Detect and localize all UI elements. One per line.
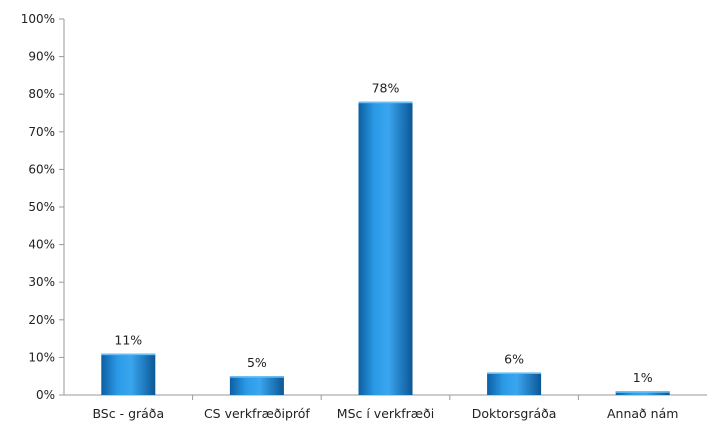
bars [101, 101, 670, 395]
data-labels: 11% 5% 78% 6% 1% [114, 81, 652, 386]
bar [101, 353, 156, 395]
category-label: Doktorsgráða [472, 406, 557, 421]
y-tick-label: 40% [28, 238, 55, 252]
bar [615, 391, 670, 395]
bar-top-highlight [101, 353, 156, 356]
y-tick-label: 100% [21, 12, 55, 26]
y-tick-label: 80% [28, 87, 55, 101]
bar [358, 101, 413, 395]
y-tick-label: 60% [28, 162, 55, 176]
bar-top-highlight [229, 376, 284, 378]
y-tick-label: 0% [36, 388, 55, 402]
y-tick-label: 50% [28, 200, 55, 214]
bar [487, 372, 542, 395]
y-tick-label: 10% [28, 350, 55, 364]
data-label: 78% [372, 81, 400, 96]
bar-top-highlight [358, 101, 413, 104]
y-tick-label: 20% [28, 313, 55, 327]
bar-top-highlight [615, 391, 670, 393]
data-label: 5% [247, 355, 267, 370]
x-axis: BSc - gráða CS verkfræðipróf MSc í verkfræ… [64, 394, 707, 421]
y-tick-label: 70% [28, 125, 55, 139]
y-tick-label: 90% [28, 50, 55, 64]
data-label: 11% [114, 333, 142, 348]
bar-top-highlight [487, 372, 542, 374]
data-label: 6% [504, 351, 524, 366]
data-label: 1% [633, 370, 653, 385]
y-axis: 0% 10% 20% 30% 40% 50% 60% 70% 80% 90% 100% [21, 12, 65, 402]
y-tick-label: 30% [28, 275, 55, 289]
category-label: BSc - gráða [92, 406, 164, 421]
category-label: MSc í verkfræði [337, 406, 434, 421]
category-label: CS verkfræðipróf [204, 406, 310, 421]
bar [229, 376, 284, 395]
category-label: Annað nám [607, 406, 678, 421]
